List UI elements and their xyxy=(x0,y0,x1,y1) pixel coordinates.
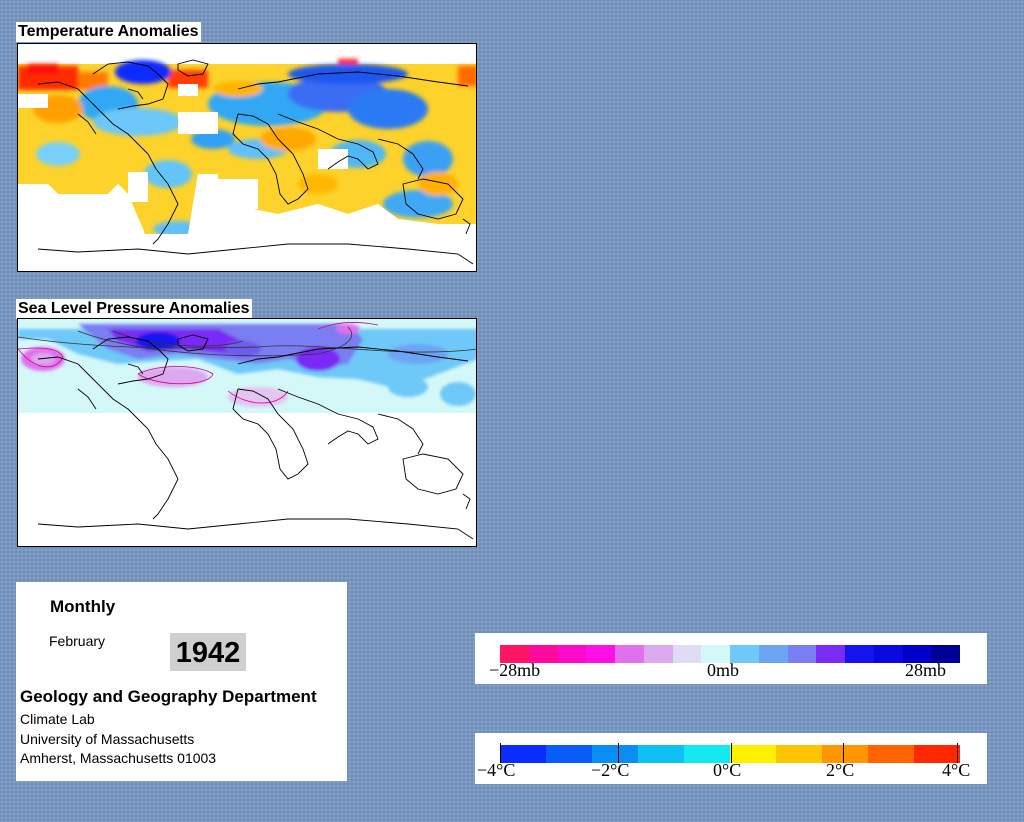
temperature-legend-plus2: 2°C xyxy=(826,760,855,780)
tick-mark xyxy=(843,743,844,763)
legend-swatch xyxy=(787,645,817,663)
legend-swatch xyxy=(730,745,776,763)
legend-swatch xyxy=(868,745,914,763)
pressure-legend: −28mb 0mb 28mb xyxy=(475,633,987,684)
legend-swatch xyxy=(500,745,546,763)
department-label: Geology and Geography Department xyxy=(20,687,317,706)
legend-swatch xyxy=(500,645,529,663)
frequency-label: Monthly xyxy=(50,597,116,616)
temperature-color-scale xyxy=(500,745,960,763)
temperature-legend: −4°C −2°C 0°C 2°C 4°C xyxy=(475,733,987,784)
pressure-legend-mid: 0mb xyxy=(707,660,740,680)
legend-swatch xyxy=(730,645,759,663)
legend-swatch xyxy=(816,645,845,663)
pressure-legend-max: 28mb xyxy=(905,660,947,680)
university-label: University of Massachusetts xyxy=(20,731,195,747)
legend-swatch xyxy=(931,645,960,663)
legend-swatch xyxy=(638,745,684,763)
legend-swatch xyxy=(822,745,868,763)
legend-swatch xyxy=(758,645,788,663)
info-panel: Monthly February 1942 Geology and Geogra… xyxy=(16,582,347,781)
legend-swatch xyxy=(873,645,903,663)
month-label: February xyxy=(49,633,106,649)
pressure-color-scale xyxy=(500,645,960,663)
year-label: 1942 xyxy=(170,633,246,671)
pressure-legend-min: −28mb xyxy=(489,660,541,680)
tick-mark xyxy=(731,743,732,763)
legend-swatch xyxy=(776,745,822,763)
legend-swatch xyxy=(546,745,592,763)
tick-mark xyxy=(500,743,501,763)
tick-mark xyxy=(618,743,619,763)
lab-label: Climate Lab xyxy=(20,711,95,727)
legend-swatch xyxy=(592,745,638,763)
legend-swatch xyxy=(672,645,702,663)
temperature-legend-minus4: −4°C xyxy=(477,760,516,780)
legend-swatch xyxy=(701,645,730,663)
temperature-legend-minus2: −2°C xyxy=(591,760,630,780)
address-label: Amherst, Massachusetts 01003 xyxy=(20,750,217,766)
temperature-map-title: Temperature Anomalies xyxy=(16,22,201,42)
temperature-anomaly-map xyxy=(17,43,477,272)
legend-swatch xyxy=(902,645,932,663)
tick-mark xyxy=(957,743,958,763)
legend-swatch xyxy=(643,645,673,663)
legend-swatch xyxy=(684,745,730,763)
temperature-legend-zero: 0°C xyxy=(713,760,742,780)
legend-swatch xyxy=(586,645,615,663)
legend-swatch xyxy=(914,745,960,763)
legend-swatch xyxy=(557,645,587,663)
legend-swatch xyxy=(615,645,644,663)
legend-swatch xyxy=(528,645,558,663)
legend-swatch xyxy=(845,645,874,663)
temperature-legend-plus4: 4°C xyxy=(942,760,971,780)
pressure-map-title: Sea Level Pressure Anomalies xyxy=(16,299,252,319)
pressure-anomaly-map xyxy=(17,318,477,547)
